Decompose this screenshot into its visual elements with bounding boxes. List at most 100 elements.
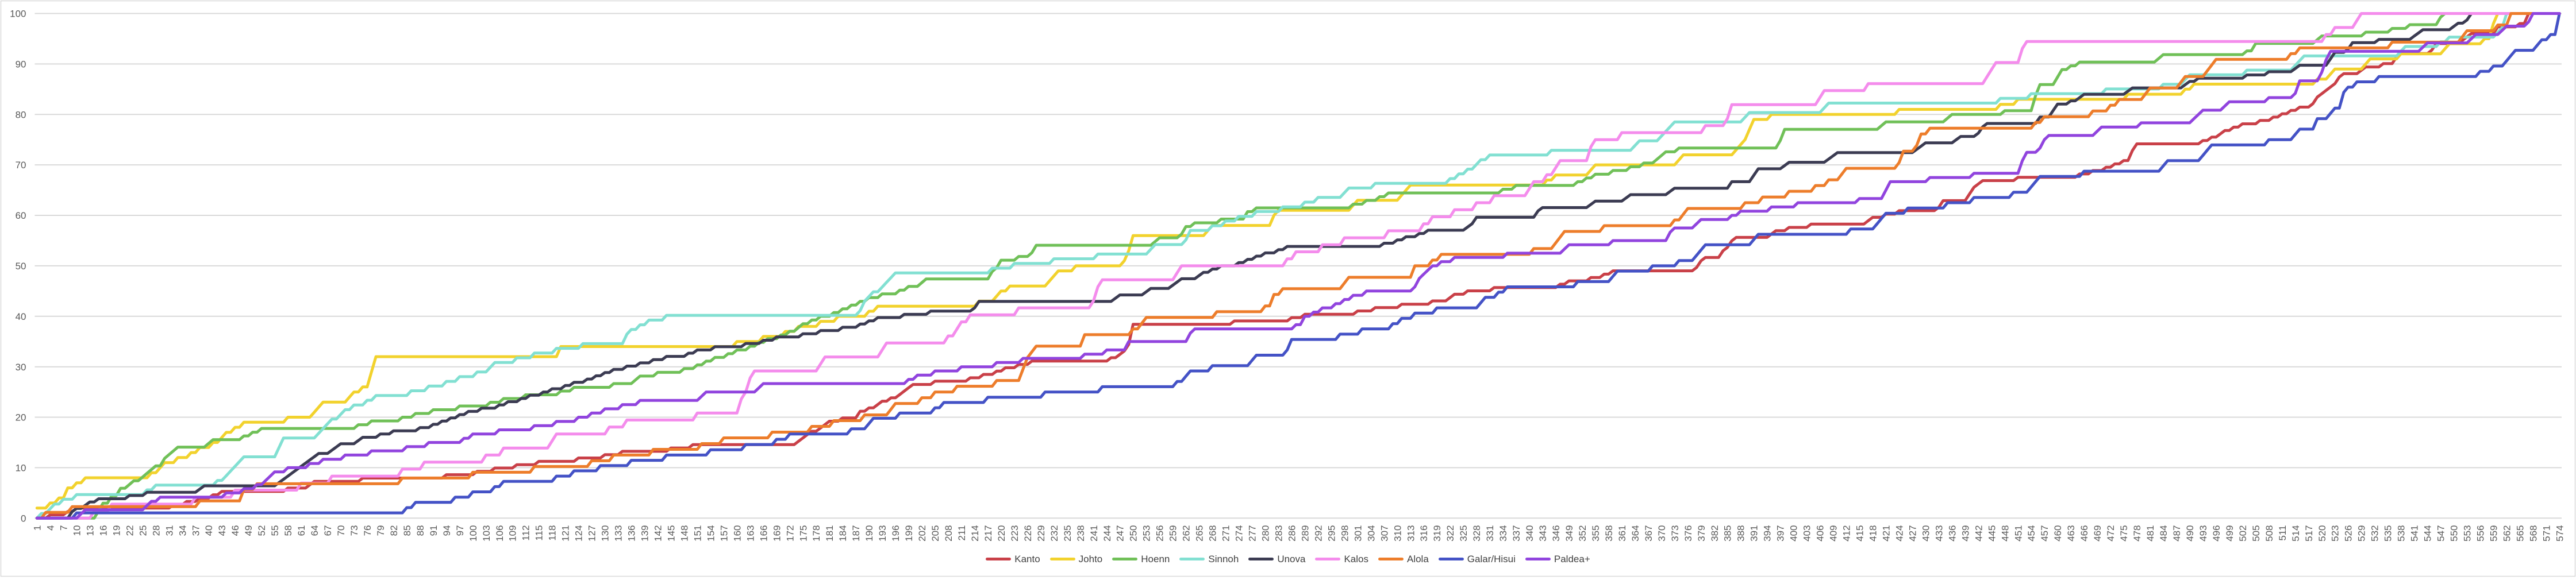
svg-text:259: 259 — [1168, 525, 1179, 542]
svg-text:304: 304 — [1366, 525, 1377, 542]
svg-text:277: 277 — [1247, 525, 1258, 542]
svg-text:337: 337 — [1511, 525, 1522, 542]
svg-text:283: 283 — [1274, 525, 1285, 542]
svg-text:517: 517 — [2304, 525, 2314, 542]
svg-text:223: 223 — [1009, 525, 1020, 542]
svg-text:436: 436 — [1947, 525, 1958, 542]
svg-text:70: 70 — [16, 160, 26, 171]
svg-text:112: 112 — [521, 525, 532, 541]
svg-text:30: 30 — [16, 362, 26, 373]
svg-text:364: 364 — [1630, 525, 1641, 542]
svg-text:511: 511 — [2277, 525, 2288, 541]
svg-text:355: 355 — [1590, 525, 1601, 542]
svg-text:274: 274 — [1234, 525, 1245, 542]
svg-text:67: 67 — [322, 525, 333, 536]
svg-text:145: 145 — [666, 525, 677, 542]
svg-text:157: 157 — [718, 525, 729, 542]
svg-text:346: 346 — [1551, 525, 1562, 542]
svg-text:205: 205 — [930, 525, 941, 542]
svg-text:349: 349 — [1564, 525, 1575, 542]
svg-text:547: 547 — [2436, 525, 2447, 542]
svg-text:430: 430 — [1920, 525, 1931, 542]
svg-text:574: 574 — [2554, 525, 2565, 542]
svg-text:319: 319 — [1432, 525, 1443, 542]
svg-text:271: 271 — [1221, 525, 1232, 542]
svg-text:484: 484 — [2158, 525, 2169, 542]
svg-text:463: 463 — [2066, 525, 2077, 542]
svg-text:541: 541 — [2409, 525, 2420, 542]
svg-text:514: 514 — [2290, 525, 2301, 542]
svg-text:535: 535 — [2383, 525, 2394, 542]
svg-text:58: 58 — [283, 525, 294, 536]
svg-text:229: 229 — [1036, 525, 1047, 542]
svg-text:322: 322 — [1445, 525, 1456, 542]
svg-text:4: 4 — [45, 525, 56, 531]
svg-text:136: 136 — [626, 525, 637, 542]
svg-text:358: 358 — [1604, 525, 1614, 542]
svg-text:91: 91 — [428, 525, 439, 536]
svg-text:115: 115 — [534, 525, 545, 541]
svg-text:250: 250 — [1128, 525, 1139, 542]
svg-text:343: 343 — [1537, 525, 1548, 542]
svg-text:90: 90 — [16, 59, 26, 70]
svg-text:7: 7 — [59, 525, 70, 531]
svg-text:253: 253 — [1141, 525, 1152, 542]
svg-text:454: 454 — [2026, 525, 2037, 542]
svg-text:46: 46 — [230, 525, 241, 536]
svg-text:550: 550 — [2449, 525, 2460, 542]
svg-text:175: 175 — [798, 525, 809, 542]
svg-text:22: 22 — [124, 525, 135, 536]
svg-text:169: 169 — [771, 525, 782, 542]
svg-text:367: 367 — [1643, 525, 1654, 542]
svg-text:391: 391 — [1749, 525, 1760, 542]
svg-text:442: 442 — [1973, 525, 1984, 542]
svg-text:385: 385 — [1723, 525, 1733, 542]
svg-text:124: 124 — [574, 525, 585, 542]
svg-text:43: 43 — [217, 525, 228, 536]
svg-text:310: 310 — [1392, 525, 1403, 542]
svg-text:475: 475 — [2119, 525, 2129, 542]
svg-text:298: 298 — [1339, 525, 1350, 542]
svg-text:532: 532 — [2370, 525, 2381, 542]
svg-text:181: 181 — [824, 525, 835, 542]
svg-text:466: 466 — [2079, 525, 2090, 542]
svg-text:526: 526 — [2343, 525, 2354, 542]
svg-text:472: 472 — [2105, 525, 2116, 542]
svg-text:409: 409 — [1828, 525, 1839, 542]
svg-text:379: 379 — [1696, 525, 1707, 542]
svg-text:565: 565 — [2515, 525, 2525, 542]
svg-text:502: 502 — [2237, 525, 2248, 542]
svg-text:50: 50 — [16, 261, 26, 272]
svg-text:100: 100 — [10, 9, 26, 20]
svg-text:424: 424 — [1894, 525, 1905, 542]
svg-text:37: 37 — [190, 525, 201, 536]
svg-text:106: 106 — [494, 525, 505, 542]
svg-text:460: 460 — [2052, 525, 2063, 542]
svg-text:193: 193 — [877, 525, 888, 542]
svg-text:214: 214 — [970, 525, 981, 542]
svg-text:109: 109 — [507, 525, 518, 542]
svg-text:76: 76 — [362, 525, 373, 536]
svg-text:187: 187 — [851, 525, 862, 542]
svg-text:412: 412 — [1841, 525, 1852, 542]
svg-text:94: 94 — [441, 525, 452, 536]
svg-text:397: 397 — [1775, 525, 1786, 542]
svg-text:0: 0 — [21, 513, 26, 524]
svg-text:60: 60 — [16, 210, 26, 221]
svg-text:166: 166 — [758, 525, 769, 542]
svg-text:571: 571 — [2541, 525, 2552, 542]
svg-text:238: 238 — [1075, 525, 1086, 542]
svg-text:520: 520 — [2317, 525, 2328, 542]
svg-text:427: 427 — [1907, 525, 1918, 542]
svg-text:190: 190 — [864, 525, 875, 542]
svg-text:85: 85 — [402, 525, 413, 536]
svg-text:226: 226 — [1022, 525, 1033, 542]
svg-text:118: 118 — [547, 525, 558, 541]
svg-text:20: 20 — [16, 412, 26, 423]
svg-text:544: 544 — [2423, 525, 2433, 542]
svg-text:172: 172 — [785, 525, 795, 542]
svg-text:328: 328 — [1471, 525, 1482, 542]
svg-text:241: 241 — [1089, 525, 1099, 542]
svg-text:73: 73 — [349, 525, 360, 536]
svg-text:562: 562 — [2502, 525, 2513, 542]
